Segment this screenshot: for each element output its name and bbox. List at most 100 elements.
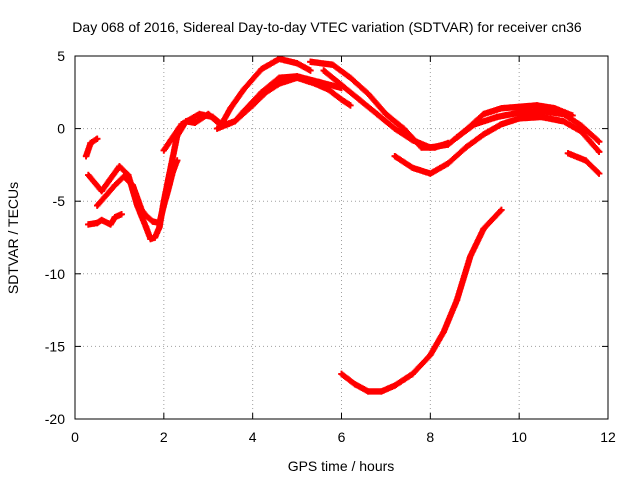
data-point	[356, 96, 363, 103]
data-point	[151, 234, 159, 241]
data-point	[480, 131, 487, 138]
data-point	[160, 198, 168, 205]
data-point	[391, 125, 398, 132]
data-point	[595, 138, 603, 145]
x-tick-label: 10	[511, 429, 527, 445]
data-point	[493, 113, 501, 121]
data-point	[467, 253, 474, 260]
data-point	[409, 370, 416, 378]
data-point	[471, 121, 478, 128]
data-point	[364, 388, 372, 395]
y-tick-label: -15	[45, 338, 65, 354]
data-series-arc-10	[453, 107, 603, 145]
data-point	[538, 107, 545, 115]
axis-ticks: 0 2 4 6 8 10 12 5 0 -5 -10 -15 -20	[45, 48, 616, 445]
data-point	[320, 67, 327, 74]
series-marks	[85, 73, 345, 243]
data-point	[560, 110, 567, 118]
data-point	[94, 202, 101, 209]
data-series-group	[82, 55, 603, 395]
data-point	[82, 152, 90, 160]
data-point	[538, 113, 545, 121]
data-point	[293, 60, 301, 67]
data-point	[156, 224, 163, 231]
data-point	[338, 81, 345, 89]
data-point	[307, 67, 314, 74]
data-point	[85, 171, 92, 179]
data-point	[227, 105, 234, 112]
data-point	[427, 170, 434, 177]
data-point	[338, 370, 345, 378]
data-point	[440, 328, 447, 336]
data-series-arc-9	[391, 113, 603, 177]
data-point	[462, 144, 470, 151]
data-point	[111, 182, 119, 189]
data-series-arc-11	[564, 150, 603, 177]
data-point	[94, 135, 101, 142]
data-series-arc-4	[82, 135, 101, 160]
data-point	[329, 61, 336, 68]
x-tick-label: 12	[600, 429, 616, 445]
x-tick-label: 0	[71, 429, 79, 445]
data-point	[107, 221, 114, 228]
x-axis-label: GPS time / hours	[288, 458, 395, 474]
data-point	[165, 176, 172, 183]
data-point	[307, 58, 314, 66]
data-point	[347, 102, 354, 109]
data-point	[98, 187, 105, 195]
y-axis-label: SDTVAR / TECUs	[5, 182, 21, 294]
data-point	[111, 213, 119, 221]
data-point	[373, 110, 381, 118]
data-point	[125, 171, 132, 179]
data-point	[178, 121, 185, 128]
data-point	[453, 296, 461, 304]
data-point	[118, 211, 125, 218]
data-point	[382, 110, 390, 118]
data-point	[498, 105, 505, 112]
data-series-arc-2	[85, 73, 345, 243]
data-point	[453, 134, 461, 141]
x-tick-label: 4	[249, 429, 257, 445]
data-point	[258, 65, 265, 73]
data-point	[595, 170, 603, 177]
data-point	[160, 147, 168, 154]
data-point	[231, 118, 239, 125]
y-tick-label: -10	[45, 266, 65, 282]
data-point	[276, 55, 283, 63]
data-series-arc-12	[338, 206, 505, 395]
y-tick-label: 5	[57, 48, 65, 64]
data-point	[276, 80, 283, 87]
data-point	[262, 89, 270, 96]
data-point	[351, 380, 359, 388]
data-point	[324, 86, 332, 93]
data-point	[444, 160, 452, 167]
data-point	[240, 86, 247, 93]
data-point	[85, 221, 92, 228]
data-series-arc-5	[160, 55, 314, 154]
data-point	[498, 121, 505, 128]
data-point	[595, 148, 603, 156]
data-point	[249, 102, 256, 109]
data-point	[480, 110, 487, 118]
data-point	[94, 219, 101, 227]
x-tick-label: 8	[426, 429, 434, 445]
data-point	[391, 152, 398, 160]
data-point	[293, 74, 301, 81]
data-series-arc-3	[85, 211, 125, 228]
data-point	[409, 164, 416, 172]
data-point	[444, 141, 452, 148]
data-point	[533, 102, 541, 109]
data-point	[515, 115, 523, 122]
data-point	[364, 90, 372, 97]
data-point	[578, 128, 585, 135]
data-point	[116, 163, 123, 170]
y-tick-label: -5	[53, 193, 66, 209]
data-point	[87, 139, 94, 147]
data-point	[98, 216, 105, 224]
data-point	[196, 110, 203, 118]
data-point	[209, 113, 216, 121]
data-point	[400, 125, 407, 132]
chart-title: Day 068 of 2016, Sidereal Day-to-day VTE…	[72, 19, 582, 35]
data-point	[515, 109, 523, 116]
